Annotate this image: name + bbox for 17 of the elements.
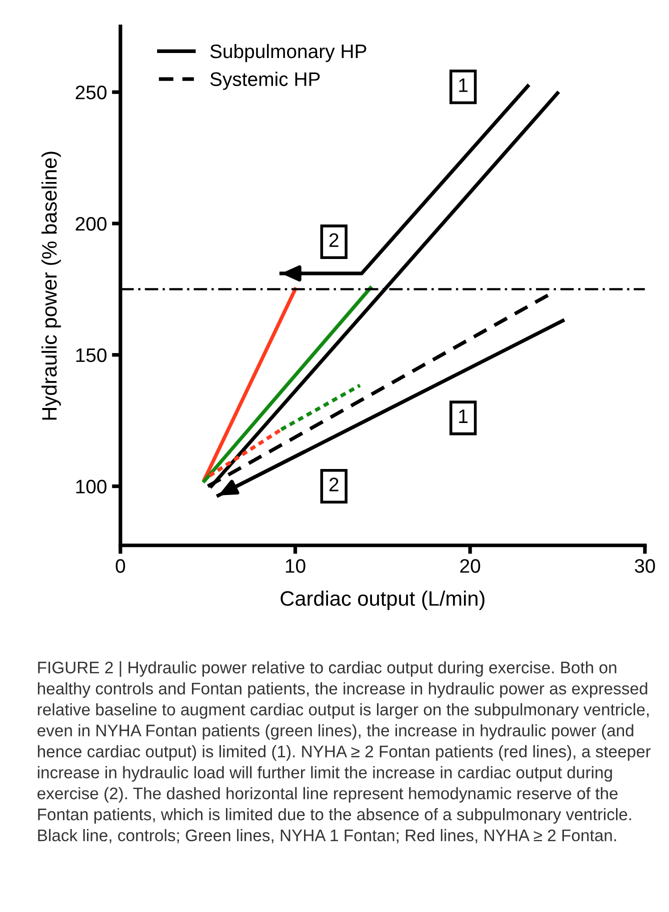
x-axis-title: Cardiac output (L/min) [280,590,484,610]
y-tick-label: 250 [76,86,106,100]
legend-label: Systemic HP [210,72,320,90]
annotation: 2 [329,478,338,492]
x-tick-label: 0 [116,559,126,573]
x-tick-label: 20 [460,559,480,573]
text: FIGURE 2 | Hydraulic power relative to cardiac output during exercise. Both on healthy controls and Fontan patients, the increase in hydraulic power as expressed relative baseline to augment cardiac output is larger on the subpulmonary ventricle, even in NYHA Fontan patients (green lines), the increase in hydraulic power (and hence cardiac output) is limited (1). NYHA ≥ 2 Fontan patients (red lines), a steeper increase in hydraulic load will further limit the increase in cardiac output during exercise (2). The dashed horizontal line represent hemodynamic reserve of the Fontan patients, which is limited due to the absence of a subpulmonary ventricle. Black line, controls; Green lines, NYHA 1 Fontan; Red lines, NYHA ≥ 2 Fontan. [38,661,651,844]
legend-label: Subpulmonary HP [210,44,366,62]
annotation: 2 [329,233,338,247]
y-tick-label: 150 [76,348,106,362]
y-tick-label: 200 [76,216,106,231]
x-tick-label: 10 [286,559,306,573]
x-tick-label: 30 [634,559,655,573]
annotation: 1 [459,78,468,92]
annotation: 1 [459,410,468,423]
y-tick-label: 100 [76,480,106,494]
y-axis-title: Hydraulic power (% baseline) [41,152,61,420]
